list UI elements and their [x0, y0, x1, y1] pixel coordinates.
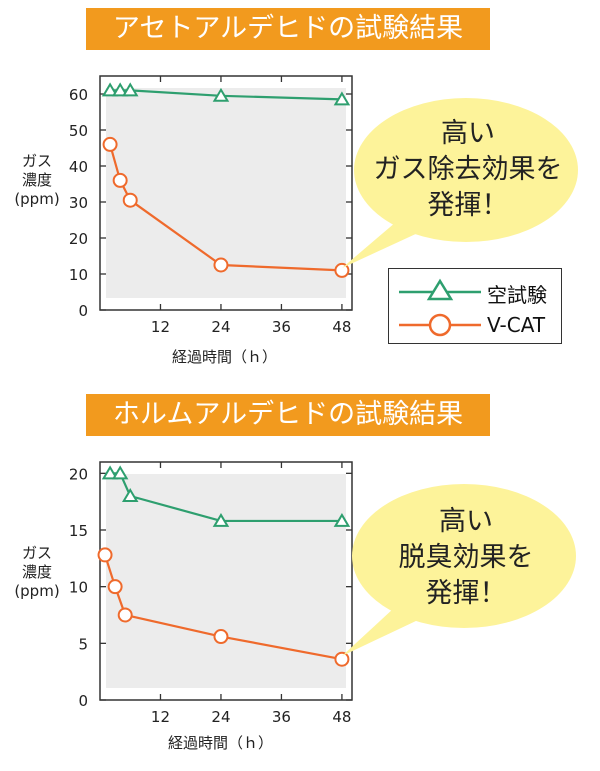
- chart2-frame: [99, 461, 353, 701]
- data-point-circle: [102, 136, 118, 152]
- data-point-triangle: [333, 512, 351, 527]
- chart1-xlabel: 経過時間（ｈ）: [172, 348, 278, 366]
- chart1-ylabel: ガス 濃度 (ppm): [14, 152, 60, 208]
- y-tick-label: 10: [69, 579, 88, 597]
- chart1-title: アセトアルデヒドの試験結果: [86, 8, 490, 50]
- x-tick-label: 24: [211, 708, 230, 726]
- data-point-circle: [334, 262, 350, 278]
- y-tick-label: 0: [78, 692, 88, 710]
- data-point-circle: [334, 651, 350, 667]
- y-tick-label: 30: [69, 194, 88, 212]
- data-point-triangle: [333, 91, 351, 106]
- callout-bubble: [352, 484, 576, 628]
- x-tick-label: 36: [272, 318, 291, 336]
- triangle-marker-icon: [426, 278, 454, 301]
- chart2-ylabel: ガス 濃度 (ppm): [14, 544, 60, 600]
- x-tick-label: 36: [272, 708, 291, 726]
- data-point-triangle: [212, 512, 230, 527]
- data-point-circle: [213, 257, 229, 273]
- data-point-circle: [117, 607, 133, 623]
- y-tick-label: 20: [69, 465, 88, 483]
- data-point-circle: [112, 172, 128, 188]
- chart2-callout: 高い 脱臭効果を 発揮！: [398, 506, 534, 609]
- circle-marker-icon: [428, 313, 452, 337]
- x-tick-label: 24: [211, 318, 230, 336]
- data-point-triangle: [111, 82, 129, 97]
- data-point-circle: [122, 192, 138, 208]
- x-tick-label: 48: [332, 708, 351, 726]
- y-tick-label: 10: [69, 266, 88, 284]
- callout-bubble-tail: [342, 222, 420, 268]
- data-point-circle: [107, 579, 123, 595]
- data-point-triangle: [101, 82, 119, 97]
- x-tick-label: 48: [332, 318, 351, 336]
- y-tick-label: 5: [78, 635, 88, 653]
- chart2-plot-area: [106, 474, 346, 688]
- data-point-triangle: [121, 488, 139, 502]
- callout-bubble-tail: [342, 608, 418, 656]
- y-tick-label: 20: [69, 230, 88, 248]
- data-point-triangle: [212, 87, 230, 102]
- callout-bubble: [354, 98, 578, 242]
- data-point-triangle: [101, 465, 119, 480]
- legend-item-vcat: V-CAT: [395, 310, 559, 340]
- data-point-triangle: [111, 465, 129, 480]
- data-point-circle: [213, 629, 229, 645]
- x-tick-label: 12: [151, 708, 170, 726]
- legend: 空試験 V-CAT: [388, 268, 562, 344]
- data-point-triangle: [121, 82, 139, 97]
- data-point-circle: [97, 547, 113, 563]
- chart1-frame: [99, 75, 353, 311]
- y-tick-label: 60: [69, 86, 88, 104]
- chart1-callout: 高い ガス除去効果を 発揮！: [373, 118, 563, 221]
- y-tick-label: 15: [69, 522, 88, 540]
- y-tick-label: 50: [69, 122, 88, 140]
- legend-item-blank-test: 空試験: [395, 276, 559, 307]
- y-tick-label: 40: [69, 158, 88, 176]
- chart2-xlabel: 経過時間（ｈ）: [168, 734, 274, 752]
- y-tick-label: 0: [78, 302, 88, 320]
- chart2-title: ホルムアルデヒドの試験結果: [86, 394, 490, 436]
- x-tick-label: 12: [151, 318, 170, 336]
